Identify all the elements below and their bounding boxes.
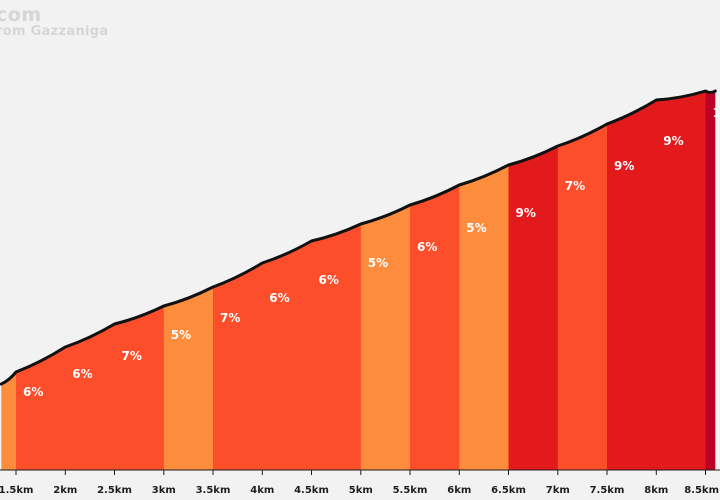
grade-label: 9% xyxy=(516,206,536,220)
grade-label: 7% xyxy=(220,311,240,325)
grade-segment xyxy=(213,91,263,470)
grade-label: 6% xyxy=(72,367,92,381)
grade-label: 5% xyxy=(171,328,191,342)
x-tick-label: 1.5km xyxy=(0,485,33,496)
grade-segment xyxy=(65,91,116,470)
grade-segment xyxy=(508,91,559,470)
grade-segment xyxy=(1,91,17,470)
x-tick-label: 2km xyxy=(53,485,77,496)
watermark: com rom Gazzaniga xyxy=(0,4,108,39)
x-tick-label: 5.5km xyxy=(393,485,428,496)
grade-segment xyxy=(163,91,214,470)
x-tick-label: 8.5km xyxy=(684,485,719,496)
grade-label: 5% xyxy=(368,256,388,270)
grade-label: 6% xyxy=(417,240,437,254)
grade-label: 6% xyxy=(269,291,289,305)
x-tick-label: 4.5km xyxy=(294,485,329,496)
grade-segment xyxy=(705,91,716,470)
grade-segments xyxy=(1,91,716,470)
grade-segment xyxy=(557,91,608,470)
grade-segment xyxy=(656,91,707,470)
grade-segment xyxy=(16,91,66,470)
grade-label: 7% xyxy=(565,179,585,193)
x-tick-label: 5km xyxy=(349,485,373,496)
x-tick-label: 6.5km xyxy=(491,485,526,496)
grade-label: 9% xyxy=(663,134,683,148)
watermark-domain: com xyxy=(0,4,42,26)
grade-segment xyxy=(114,91,165,470)
grade-label: 7% xyxy=(122,349,142,363)
x-tick-label: 3.5km xyxy=(196,485,231,496)
grade-label: 6% xyxy=(319,273,339,287)
profile-outline xyxy=(0,89,717,386)
x-tick-label: 2.5km xyxy=(97,485,132,496)
grade-segment xyxy=(262,91,313,470)
grade-segment xyxy=(607,91,657,470)
x-axis-ticks: 1.5km 2km 2.5km 3km 3.5km 4km 4.5km 5km 5.5km 6km… xyxy=(0,470,719,496)
watermark-from: rom Gazzaniga xyxy=(0,24,109,39)
grade-label: 9% xyxy=(614,159,634,173)
x-tick-label: 7km xyxy=(546,485,570,496)
grade-segment xyxy=(360,91,411,470)
grade-labels: 6% 6% 7% 5% 7% 6% 6% 5% 6% 5% 9% 7% 9% 9% 11% xyxy=(23,106,720,399)
x-tick-label: 8km xyxy=(644,485,668,496)
grade-label: 6% xyxy=(23,385,43,399)
x-tick-label: 3km xyxy=(152,485,176,496)
grade-segment xyxy=(459,91,510,470)
x-tick-label: 7.5km xyxy=(590,485,625,496)
x-tick-label: 6km xyxy=(447,485,471,496)
grade-label: 5% xyxy=(466,221,486,235)
grade-label: 11% xyxy=(713,106,720,120)
x-tick-label: 4km xyxy=(250,485,274,496)
grade-segment xyxy=(410,91,460,470)
